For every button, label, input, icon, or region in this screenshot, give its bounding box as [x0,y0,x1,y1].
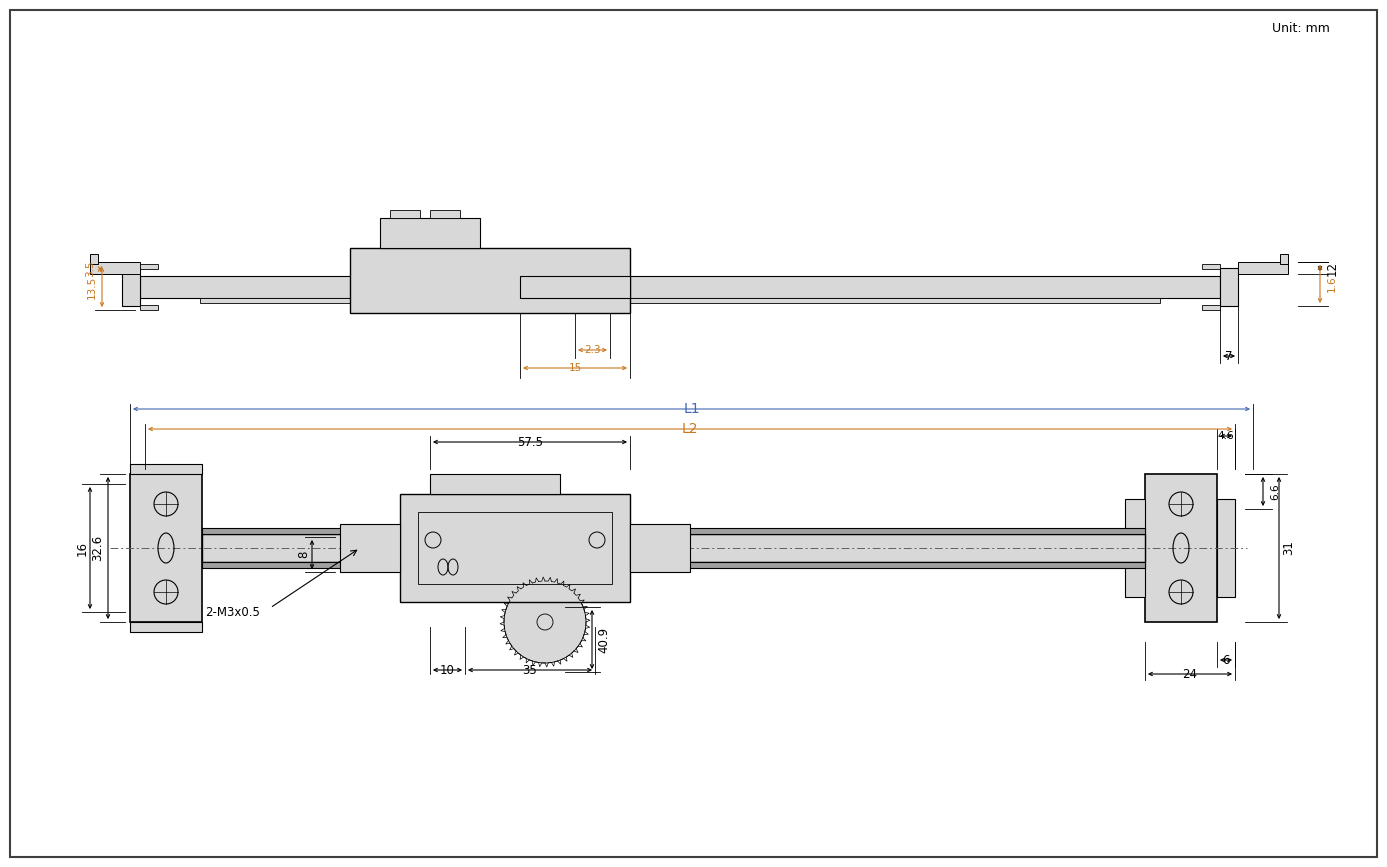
Bar [1146,474,1216,622]
Bar [1203,264,1221,269]
Text: 31: 31 [1283,540,1295,556]
Text: 6.6: 6.6 [1270,483,1280,499]
Text: L2: L2 [682,422,698,436]
Bar [340,524,399,572]
Bar [390,210,420,218]
Text: 12: 12 [1326,260,1338,276]
Bar [430,474,560,494]
Bar [140,276,1221,298]
Text: 8: 8 [297,551,311,558]
Text: 1.6: 1.6 [1327,276,1337,292]
Text: 6: 6 [1222,654,1230,667]
Bar [350,248,630,313]
Bar [630,524,689,572]
Bar [130,474,203,622]
Text: 7: 7 [1225,349,1233,362]
Text: 3.5: 3.5 [85,261,94,277]
Bar [200,298,1160,303]
Bar [417,512,612,584]
Text: 4.6: 4.6 [1218,431,1234,441]
Text: 16: 16 [75,540,89,556]
Text: 24: 24 [1183,668,1197,681]
Bar [520,276,630,298]
Text: 32.6: 32.6 [92,535,104,561]
Bar [1216,499,1234,597]
Text: L1: L1 [684,402,700,416]
Bar [1221,268,1239,306]
Bar [90,262,140,274]
Bar [140,264,158,269]
Bar [203,562,1146,568]
Bar [1203,305,1221,310]
Bar [122,268,140,306]
Text: 13.5: 13.5 [87,276,97,298]
Text: 15: 15 [569,363,581,373]
Bar [1239,262,1289,274]
Bar [90,254,98,264]
Bar [130,464,203,474]
Text: 2.3: 2.3 [584,345,601,355]
Text: 57.5: 57.5 [517,435,542,448]
Bar [140,305,158,310]
Text: 10: 10 [440,663,455,676]
Bar [1280,254,1289,264]
Bar [380,218,480,248]
Text: 35: 35 [523,663,537,676]
Bar [430,210,460,218]
Text: 2-M3x0.5: 2-M3x0.5 [205,607,259,620]
Bar [399,494,630,602]
Bar [1125,499,1146,597]
Text: Unit: mm: Unit: mm [1272,22,1330,35]
Bar [203,534,1146,562]
Circle shape [503,581,585,663]
Text: 40.9: 40.9 [598,627,610,653]
Bar [203,528,1146,534]
Bar [130,622,203,632]
